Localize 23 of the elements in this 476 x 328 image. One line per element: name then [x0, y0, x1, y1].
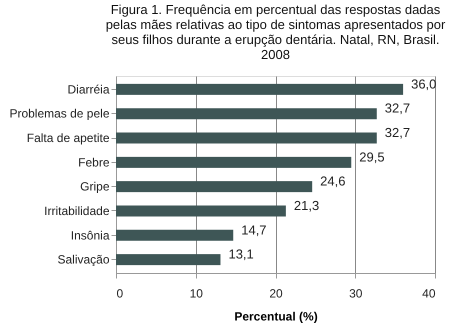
y-tick-label: Falta de apetite	[26, 131, 110, 146]
y-tick-label: Irritabilidade	[44, 204, 110, 218]
chart-title: Figura 1. Frequência em percentual das respostas dadas pelas mães relativas ao tipo de sintomas apresentados por seus filhos durante a erupção dentária. Natal, RN, Brasil. 2008	[106, 2, 446, 62]
data-label: 29,5	[359, 149, 385, 164]
data-label: 36,0	[411, 76, 436, 92]
y-tick-label: Salivação	[57, 252, 110, 267]
y-tick-label: Diarréia	[67, 82, 110, 96]
data-label: 14,7	[241, 222, 267, 238]
y-tick-label: Febre	[78, 155, 110, 170]
data-label: 21,3	[294, 198, 320, 213]
x-tick-label: 10	[190, 286, 204, 300]
y-tick-label: Insônia	[70, 228, 110, 242]
data-label: 32,7	[384, 125, 410, 140]
x-tick-label: 40	[422, 286, 436, 300]
data-label: 32,7	[384, 100, 410, 116]
y-tick-label: Problemas de pele	[9, 106, 110, 121]
x-axis-title: Percentual (%)	[234, 310, 318, 324]
x-tick-label: 20	[269, 286, 283, 300]
data-label: 24,6	[320, 174, 346, 189]
data-label: 13,1	[228, 246, 254, 262]
x-tick-label: 0	[116, 286, 124, 300]
y-tick-label: Gripe	[80, 180, 110, 194]
x-tick-label: 30	[349, 286, 363, 300]
